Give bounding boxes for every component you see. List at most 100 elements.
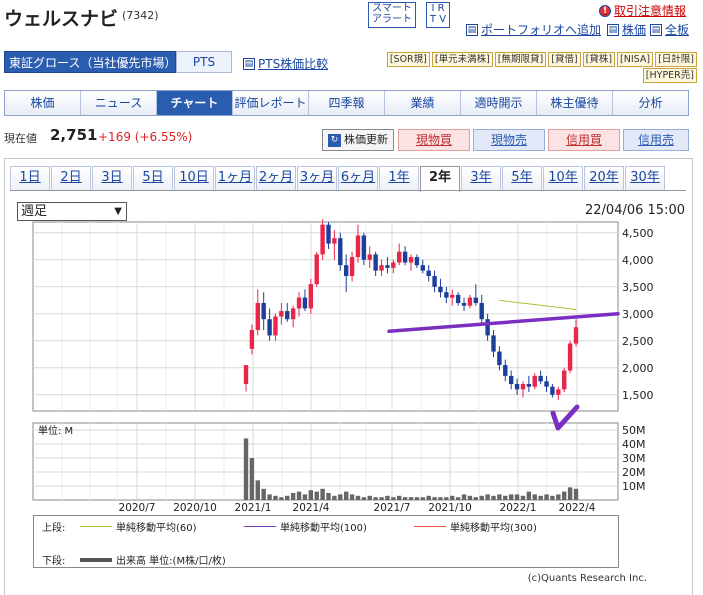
pts-compare-link[interactable]: ▤ PTS株価比較: [243, 55, 328, 72]
period-20y[interactable]: 20年: [584, 166, 624, 190]
period-1y[interactable]: 1年: [379, 166, 419, 190]
candle-body: [426, 270, 431, 276]
volume-bar: [261, 488, 266, 500]
nav-earnings[interactable]: 業績: [385, 91, 461, 115]
legend-volume-swatch: [80, 557, 112, 562]
volume-bar: [279, 497, 284, 500]
candle-body: [355, 235, 361, 258]
volume-bar: [326, 493, 331, 500]
legend-ma60-swatch: [80, 526, 112, 527]
candle-body: [385, 265, 390, 268]
candle-body: [497, 351, 502, 366]
volume-bar: [562, 491, 567, 500]
stock-price-link[interactable]: ▤ 株価: [607, 21, 646, 38]
price-tick-label: 4,500: [622, 227, 654, 240]
volume-bar: [485, 494, 490, 500]
volume-tick-label: 30M: [622, 452, 646, 465]
nav-chart[interactable]: チャート: [157, 91, 233, 115]
volume-bar: [556, 494, 561, 500]
volume-bar: [497, 494, 502, 500]
trading-alert-link[interactable]: ! 取引注意情報: [599, 2, 686, 19]
volume-bar: [355, 495, 361, 500]
price-tick-label: 2,000: [622, 362, 654, 375]
interval-value: 週足: [21, 204, 48, 219]
board-icon: ▤: [650, 23, 662, 36]
volume-bar: [267, 494, 272, 500]
interval-select[interactable]: 週足 ▼: [17, 202, 127, 221]
volume-bar: [455, 497, 461, 500]
volume-bar: [438, 497, 443, 500]
candle-body: [349, 257, 355, 276]
nav-report[interactable]: 評価レポート: [233, 91, 309, 115]
period-10d[interactable]: 10日: [174, 166, 214, 190]
tag-daytrade: [日計限]: [655, 52, 697, 67]
all-boards-link[interactable]: ▤ 全板: [650, 21, 689, 38]
tag-unlimited: [無期限貸]: [494, 52, 547, 67]
nav-disclosure[interactable]: 適時開示: [461, 91, 537, 115]
stock-name: ウェルスナビ: [4, 8, 119, 30]
candle-body: [302, 297, 308, 309]
candle-body: [279, 311, 284, 317]
volume-bar: [338, 494, 343, 500]
cash-sell-button[interactable]: 現物売: [473, 129, 545, 151]
period-1m[interactable]: 1ヶ月: [215, 166, 255, 190]
candle-body: [320, 224, 325, 255]
candle-body: [473, 297, 479, 303]
cash-buy-button[interactable]: 現物買: [398, 129, 470, 151]
candle-body: [249, 330, 255, 349]
candle-body: [520, 384, 526, 390]
candle-body: [444, 292, 449, 298]
legend-ma300-swatch: [414, 526, 446, 527]
margin-sell-button[interactable]: 信用売: [623, 129, 689, 151]
candle-body: [397, 251, 402, 263]
volume-bar: [503, 495, 508, 500]
tag-odd-lot: [単元未満株]: [431, 52, 493, 67]
refresh-button[interactable]: ↻ 株価更新: [322, 129, 394, 151]
market-selector[interactable]: 東証グロース（当社優先市場）: [4, 51, 176, 73]
candle-body: [467, 297, 473, 306]
margin-buy-button[interactable]: 信用買: [548, 129, 620, 151]
volume-bar: [450, 495, 455, 500]
period-10y[interactable]: 10年: [543, 166, 583, 190]
x-tick-label: 2021/10: [428, 502, 472, 514]
period-6m[interactable]: 6ヶ月: [338, 166, 378, 190]
legend-ma60: 単純移動平均(60): [80, 519, 197, 534]
add-portfolio-link[interactable]: ▤ ポートフォリオへ追加: [466, 21, 601, 38]
volume-bar: [467, 495, 473, 500]
nav-benefits[interactable]: 株主優待: [537, 91, 613, 115]
nav-shikiho[interactable]: 四季報: [309, 91, 385, 115]
candle-body: [526, 384, 532, 387]
ir-tv-button[interactable]: I R T V: [426, 2, 450, 28]
period-2m[interactable]: 2ヶ月: [256, 166, 296, 190]
candle-body: [514, 384, 520, 390]
period-5y[interactable]: 5年: [502, 166, 542, 190]
volume-bar: [573, 488, 579, 500]
volume-bar: [432, 497, 437, 500]
pts-tab[interactable]: PTS: [176, 51, 232, 73]
candle-body: [261, 303, 266, 320]
volume-bar: [479, 495, 484, 500]
period-1d[interactable]: 1日: [10, 166, 50, 190]
volume-tick-label: 20M: [622, 466, 646, 479]
period-2y[interactable]: 2年: [420, 166, 460, 192]
volume-bar: [249, 458, 255, 500]
all-boards-label: 全板: [665, 23, 690, 37]
period-3y[interactable]: 3年: [461, 166, 501, 190]
tag-sor: [SOR規]: [386, 52, 430, 67]
nav-news[interactable]: ニュース: [81, 91, 157, 115]
volume-bar: [385, 495, 390, 500]
candle-body: [273, 316, 278, 336]
nav-analysis[interactable]: 分析: [638, 96, 663, 110]
period-30y[interactable]: 30年: [625, 166, 665, 190]
nav-price[interactable]: 株価: [5, 91, 81, 115]
period-3m[interactable]: 3ヶ月: [297, 166, 337, 190]
exclamation-icon: !: [599, 4, 611, 17]
current-price-label: 現在値: [4, 132, 37, 145]
volume-bar: [290, 493, 296, 500]
period-5d[interactable]: 5日: [133, 166, 173, 190]
volume-bar: [526, 491, 532, 500]
period-2d[interactable]: 2日: [51, 166, 91, 190]
smartphone-alert-button[interactable]: スマート アラート: [368, 2, 416, 28]
legend-ma60-label: 単純移動平均(60): [116, 523, 197, 534]
period-3d[interactable]: 3日: [92, 166, 132, 190]
